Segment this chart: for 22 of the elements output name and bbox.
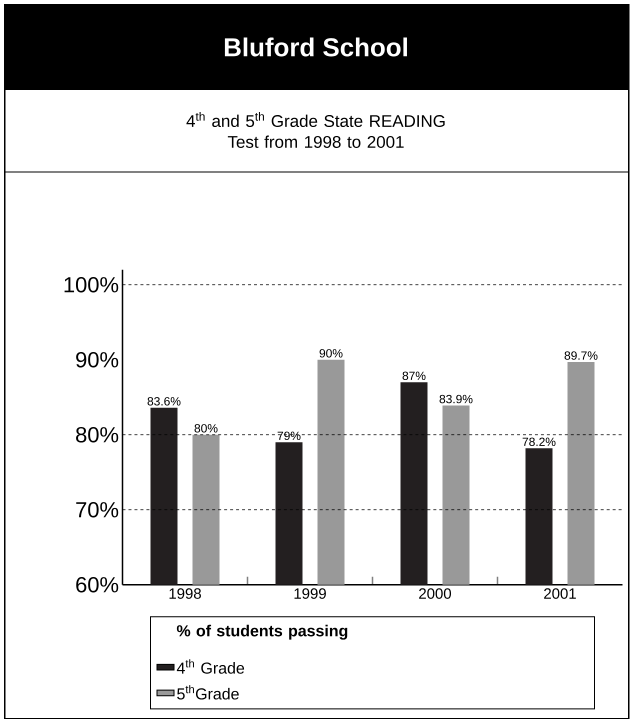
data-label: 79%	[278, 432, 301, 440]
data-label: 90%	[320, 349, 343, 358]
data-label: 87%	[402, 372, 426, 380]
y-tick-label: 80%	[76, 426, 118, 443]
y-tick-label: 60%	[76, 576, 118, 593]
x-tick-label: 1999	[294, 588, 326, 599]
data-label: 80%	[194, 424, 218, 433]
chart-subtitle: 4$^{th}$ and 5$^{th}$ Grade State READING Test from 1998 to 2001	[186, 112, 445, 148]
y-tick-label: 70%	[76, 502, 118, 518]
data-label: 78.2%	[522, 438, 556, 446]
x-tick-label: 1998	[170, 588, 201, 599]
data-label: 83.9%	[440, 394, 473, 404]
legend-title: % of students passing	[176, 624, 348, 640]
data-label: 89.7%	[564, 351, 598, 360]
data-label: 83.6%	[148, 397, 181, 406]
y-tick-label: 90%	[76, 352, 118, 368]
legend-label: 4$^{th}$ Grade	[176, 659, 244, 674]
chart-title: Bluford School	[224, 37, 407, 57]
legend-label: 5$^{th}$Grade	[177, 685, 239, 700]
x-tick-label: 2001	[544, 588, 576, 599]
x-tick-label: 2000	[419, 588, 452, 599]
y-tick-label: 100%	[64, 276, 118, 293]
